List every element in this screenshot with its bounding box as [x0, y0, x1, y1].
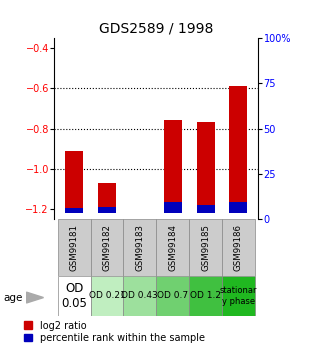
- Bar: [230, 86, 248, 213]
- Bar: [189, 276, 222, 316]
- Bar: [156, 276, 189, 316]
- Text: GSM99184: GSM99184: [168, 224, 177, 271]
- Bar: [58, 219, 91, 276]
- Bar: [98, 207, 116, 213]
- Text: OD 1.2: OD 1.2: [190, 291, 221, 300]
- Bar: [197, 205, 215, 213]
- Bar: [123, 276, 156, 316]
- Text: stationar
y phase: stationar y phase: [220, 286, 257, 306]
- Bar: [65, 151, 83, 213]
- Text: OD
0.05: OD 0.05: [61, 282, 87, 310]
- Bar: [230, 202, 248, 213]
- Text: GSM99181: GSM99181: [70, 224, 79, 271]
- Text: GSM99183: GSM99183: [135, 224, 144, 271]
- Polygon shape: [26, 292, 44, 303]
- Bar: [222, 276, 255, 316]
- Bar: [91, 276, 123, 316]
- Title: GDS2589 / 1998: GDS2589 / 1998: [99, 21, 213, 36]
- Text: age: age: [3, 294, 22, 303]
- Bar: [58, 276, 91, 316]
- Legend: log2 ratio, percentile rank within the sample: log2 ratio, percentile rank within the s…: [24, 321, 205, 343]
- Bar: [189, 219, 222, 276]
- Bar: [123, 219, 156, 276]
- Bar: [91, 219, 123, 276]
- Text: OD 0.7: OD 0.7: [157, 291, 188, 300]
- Text: GSM99182: GSM99182: [103, 224, 112, 271]
- Text: OD 0.21: OD 0.21: [89, 291, 125, 300]
- Bar: [164, 202, 182, 213]
- Bar: [156, 219, 189, 276]
- Bar: [197, 122, 215, 213]
- Bar: [65, 208, 83, 213]
- Text: OD 0.43: OD 0.43: [122, 291, 158, 300]
- Text: GSM99186: GSM99186: [234, 224, 243, 271]
- Text: GSM99185: GSM99185: [201, 224, 210, 271]
- Bar: [164, 120, 182, 213]
- Bar: [98, 183, 116, 213]
- Bar: [222, 219, 255, 276]
